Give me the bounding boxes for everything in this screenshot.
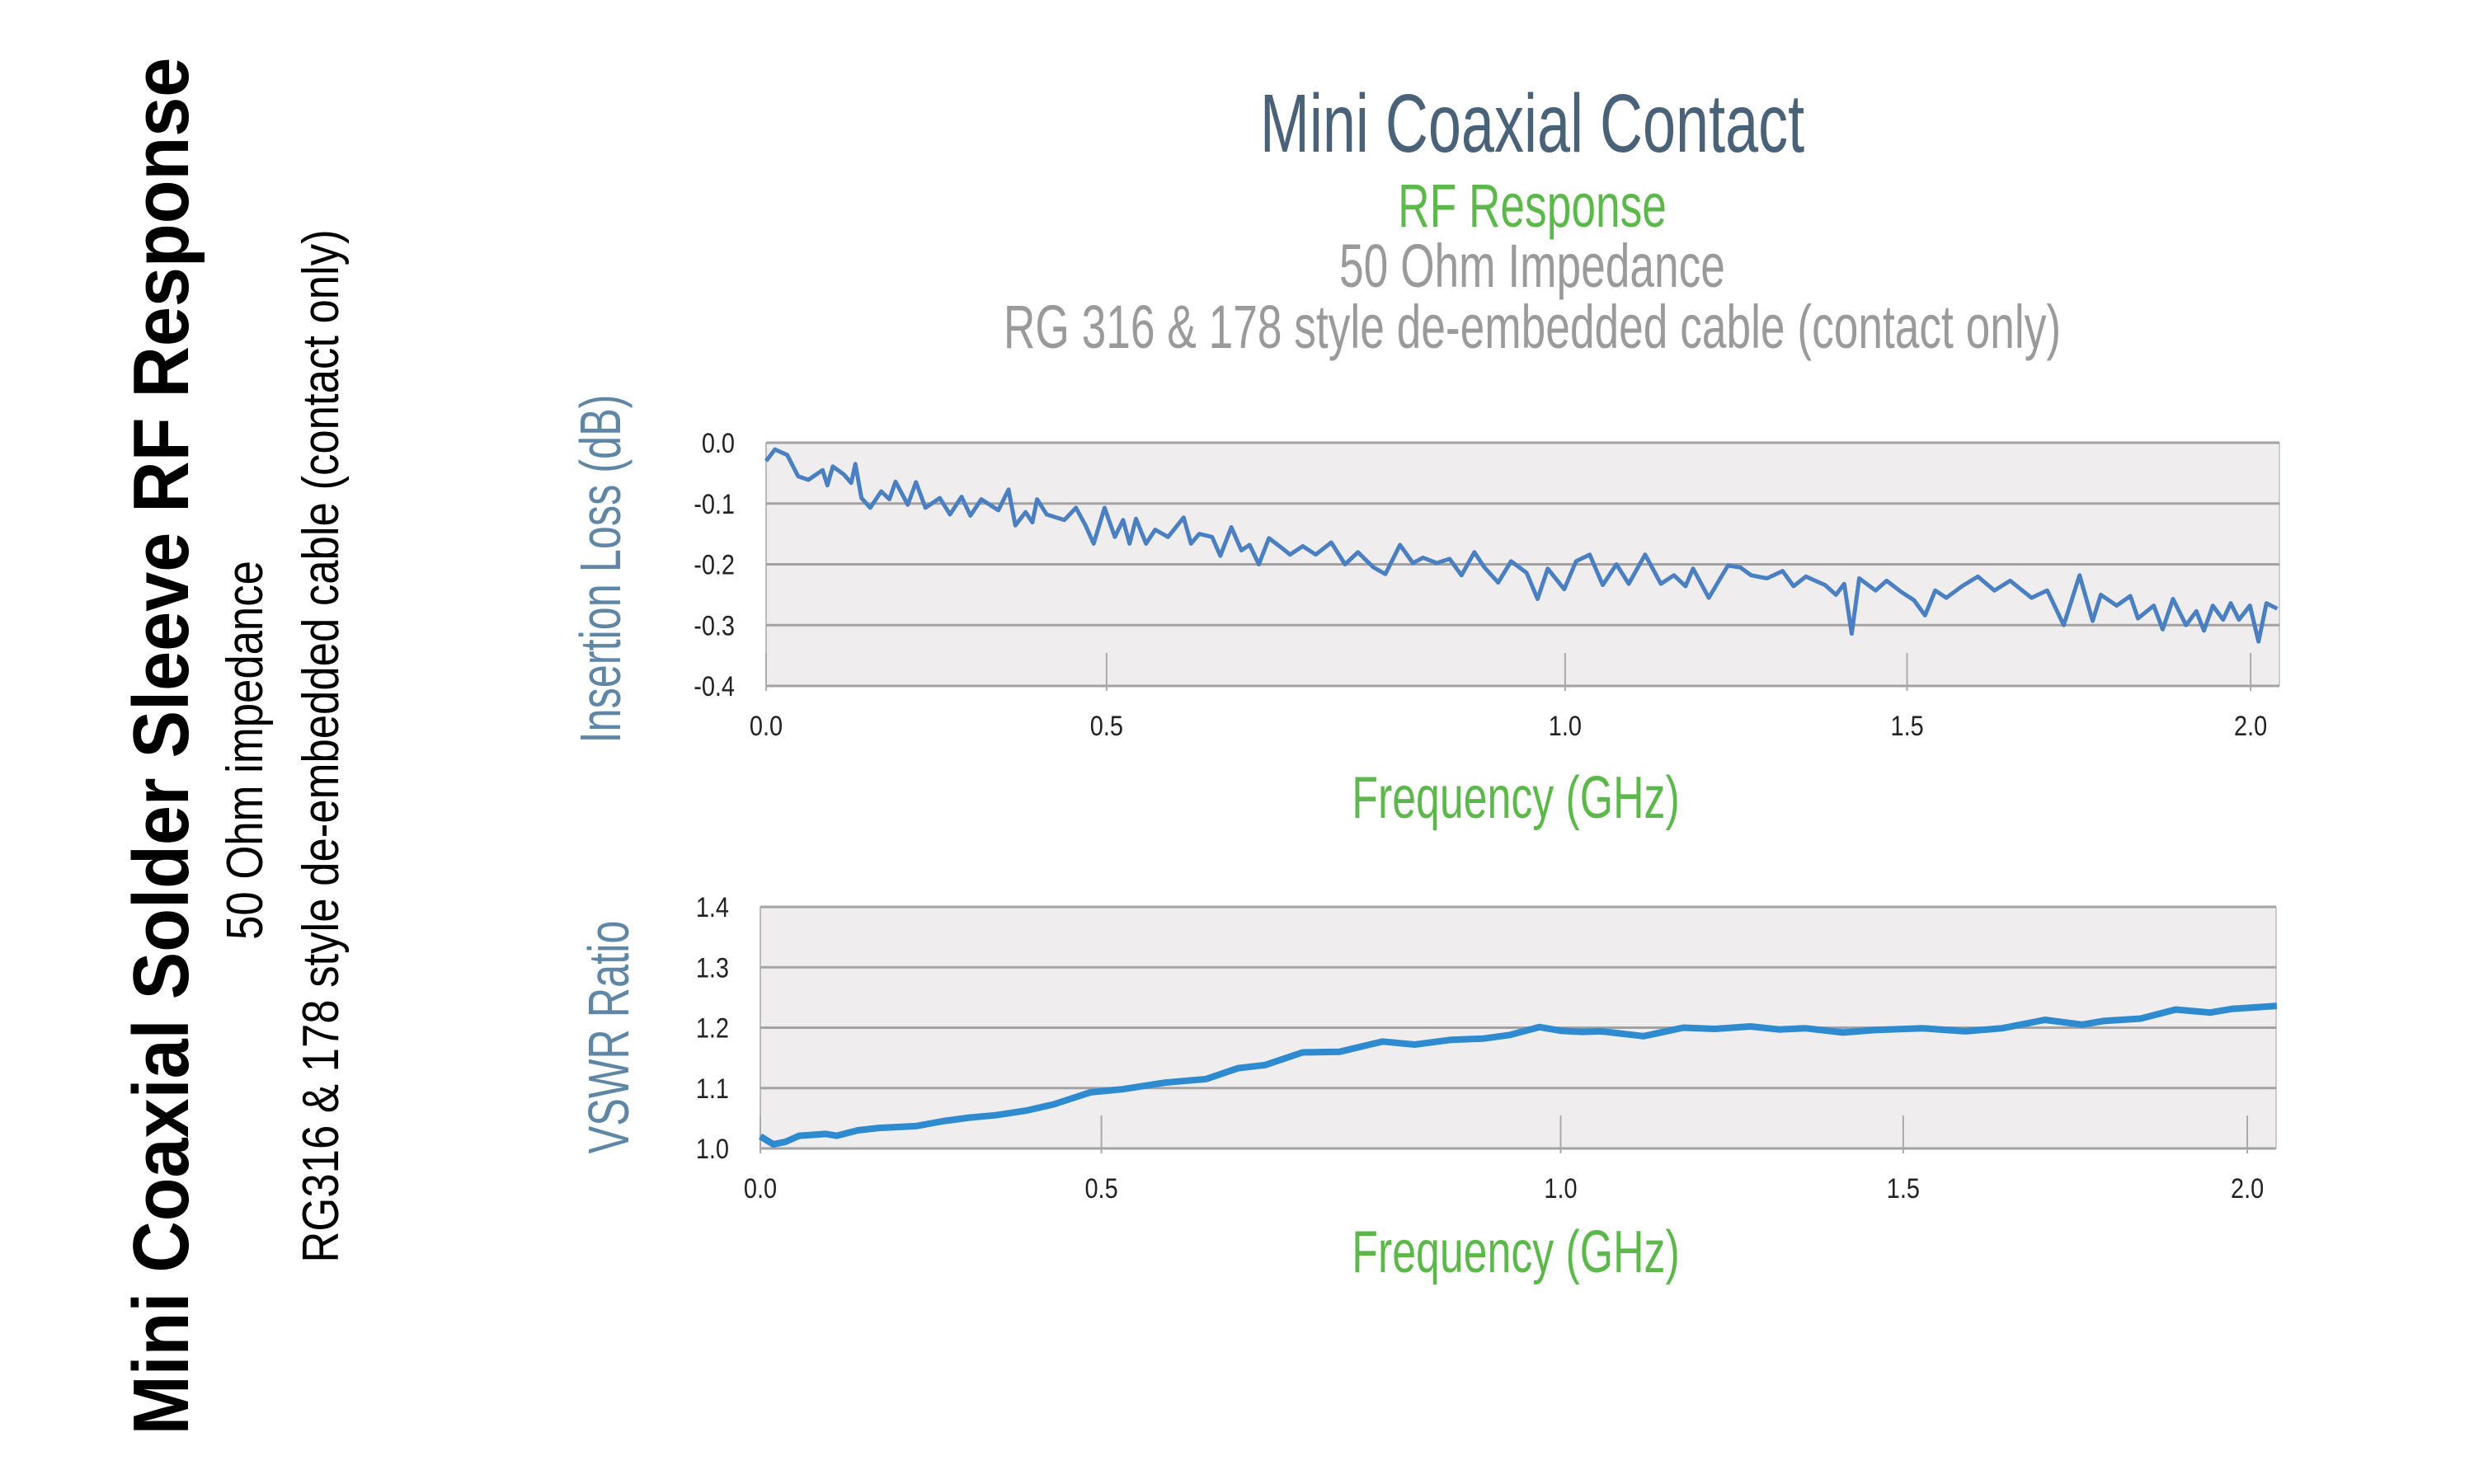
chart-header: Mini Coaxial Contact RF Response 50 Ohm …	[1004, 77, 2061, 361]
series	[758, 1003, 2278, 1148]
chart-title: Mini Coaxial Contact	[1260, 77, 1804, 169]
y-tick-label: 1.0	[696, 1133, 729, 1165]
side-cable-note: RG316 & 178 style de-embedded cable (con…	[293, 229, 350, 1262]
x-axis-title: Frequency (GHz)	[1352, 765, 1679, 831]
gridlines	[765, 441, 2280, 691]
gridlines	[760, 905, 2277, 1153]
y-tick-label: -0.1	[694, 488, 735, 520]
series	[764, 447, 2279, 644]
x-tick-label: 1.0	[1549, 710, 1582, 742]
data-line	[764, 447, 2279, 644]
y-tick-label: 1.1	[696, 1073, 729, 1105]
x-tick-label: 1.0	[1544, 1172, 1577, 1205]
insertion-loss-chart: 0.0 -0.1 -0.2 -0.3 -0.4 0.0 0.5 1.0 1.5 2.0 Inser…	[568, 395, 2280, 831]
tick-labels: 0.0 -0.1 -0.2 -0.3 -0.4 0.0 0.5 1.0 1.5 2.0	[694, 427, 2267, 742]
y-tick-label: 1.2	[696, 1012, 729, 1044]
y-tick-label: 1.4	[696, 891, 729, 923]
x-tick-label: 2.0	[2231, 1172, 2264, 1205]
tick-labels: 1.4 1.3 1.2 1.1 1.0 0.0 0.5 1.0 1.5 2.0	[696, 891, 2264, 1205]
x-tick-label: 0.0	[750, 710, 783, 742]
side-impedance: 50 Ohm impedance	[217, 561, 274, 940]
y-tick-label: 0.0	[702, 427, 735, 459]
vswr-chart: 1.4 1.3 1.2 1.1 1.0 0.0 0.5 1.0 1.5 2.0 VSWR Rati…	[576, 891, 2278, 1285]
x-tick-label: 2.0	[2234, 710, 2267, 742]
y-axis-title: Insertion Loss (dB)	[568, 395, 633, 744]
y-tick-label: 1.3	[696, 951, 729, 984]
side-panel: Mini Coaxial Solder Sleeve RF Response 5…	[117, 58, 350, 1435]
y-axis-title: VSWR Ratio	[576, 921, 641, 1154]
y-tick-label: -0.2	[694, 548, 735, 580]
chart-subtitle: RF Response	[1398, 171, 1667, 240]
x-tick-label: 1.5	[1887, 1172, 1920, 1205]
x-tick-label: 0.5	[1090, 710, 1123, 742]
data-line	[758, 1003, 2278, 1148]
side-title: Mini Coaxial Solder Sleeve RF Response	[117, 58, 205, 1435]
x-tick-label: 0.5	[1084, 1172, 1117, 1205]
x-axis-title: Frequency (GHz)	[1352, 1219, 1679, 1285]
impedance-note: 50 Ohm Impedance	[1339, 232, 1725, 300]
cable-note: RG 316 & 178 style de-embedded cable (co…	[1004, 293, 2061, 361]
x-tick-label: 1.5	[1891, 710, 1924, 742]
y-tick-label: -0.4	[694, 670, 735, 702]
y-tick-label: -0.3	[694, 609, 735, 641]
x-tick-label: 0.0	[744, 1172, 777, 1205]
